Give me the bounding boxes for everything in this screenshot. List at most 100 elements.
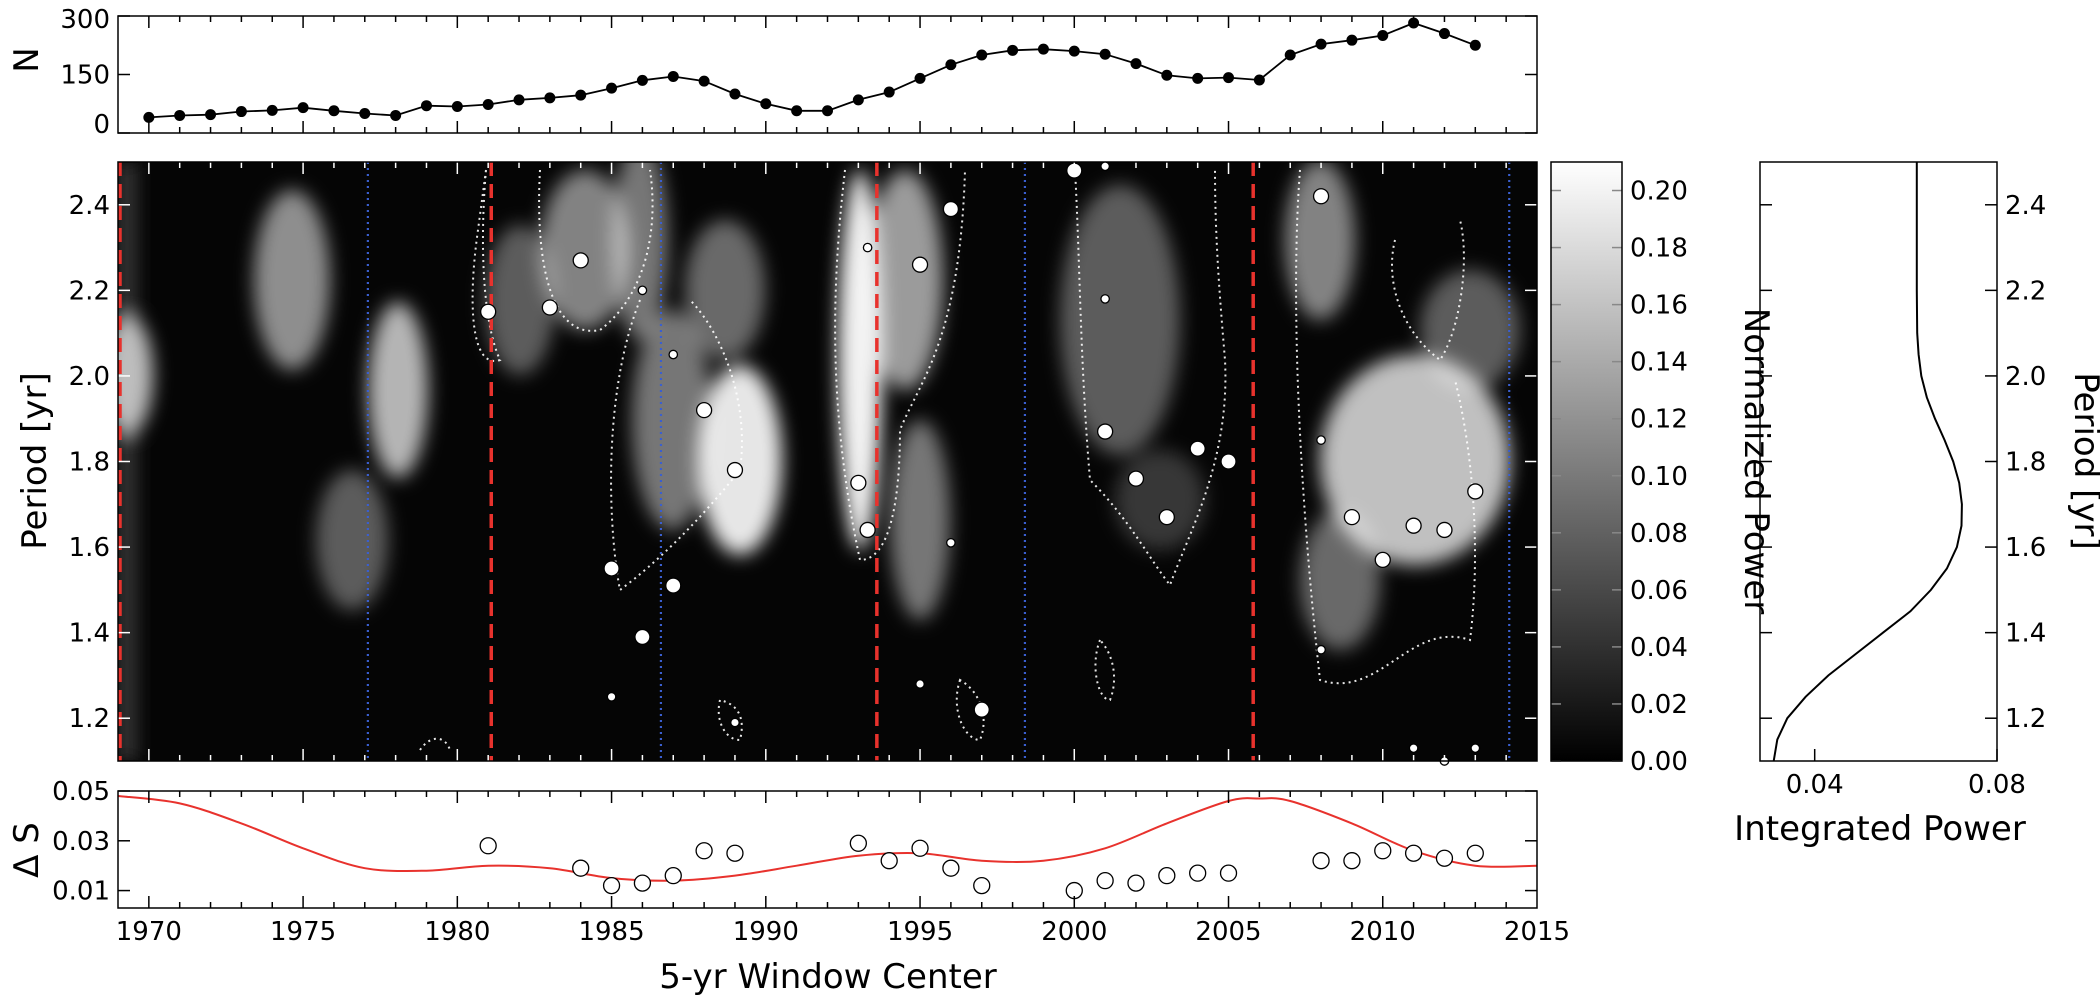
colorbar-tick-label: 0.20 — [1630, 177, 1688, 207]
integrated-ytick-label: 2.2 — [2005, 276, 2046, 306]
power-peak-marker — [1127, 470, 1145, 487]
count-point — [636, 74, 648, 86]
count-line — [148, 22, 1476, 119]
power-peak-marker — [850, 474, 867, 492]
year-xtick-label: 1975 — [270, 917, 336, 947]
colorbar-tick-label: 0.18 — [1630, 234, 1688, 264]
power-peak-marker — [603, 560, 620, 577]
count-point — [205, 109, 217, 121]
colorbar-tick-label: 0.06 — [1630, 576, 1688, 606]
power-peak-marker — [541, 299, 559, 316]
delta-s-point — [973, 876, 991, 895]
count-point — [822, 105, 833, 117]
delta-s-point — [880, 852, 898, 870]
delta-s-point — [572, 859, 590, 877]
power-peak-marker — [572, 252, 589, 269]
count-ylabel: N — [7, 47, 47, 72]
power-peak-marker — [1374, 551, 1391, 569]
count-point — [174, 109, 186, 121]
count-ytick-label: 0 — [93, 110, 110, 140]
delta-s-ytick-label: 0.01 — [52, 877, 110, 907]
power-peak-marker — [859, 521, 876, 539]
wavelet-ylabel: Period [yr] — [15, 372, 55, 549]
power-peak-marker — [1158, 508, 1175, 526]
delta-s-point — [479, 837, 497, 855]
integrated-power-curve — [1772, 162, 1963, 762]
delta-s-point — [849, 834, 867, 852]
delta-s-point — [1466, 844, 1484, 862]
power-peak-marker — [637, 285, 648, 296]
delta-s-point — [1343, 852, 1361, 870]
delta-s-point — [726, 844, 744, 862]
count-point — [235, 106, 247, 118]
integrated-xtick-label: 0.08 — [1968, 770, 2026, 800]
power-peak-marker — [665, 577, 682, 594]
delta-s-ytick-label: 0.03 — [52, 827, 110, 857]
count-point — [1469, 39, 1481, 51]
delta-s-point — [633, 874, 652, 892]
delta-s-point — [1404, 844, 1423, 862]
power-peak-marker — [1408, 743, 1419, 754]
power-peak-marker — [1189, 440, 1206, 457]
year-xtick-label: 2000 — [1041, 917, 1107, 947]
colorbar-frame — [1550, 161, 1623, 762]
power-peak-marker — [730, 717, 740, 728]
count-point — [451, 100, 463, 112]
count-point — [1346, 34, 1358, 46]
count-point — [143, 111, 155, 123]
colorbar-tick-label: 0.08 — [1630, 519, 1688, 549]
window-center-xlabel: 5-yr Window Center — [659, 957, 997, 997]
count-point — [266, 104, 278, 116]
delta-s-ytick-label: 0.05 — [52, 777, 110, 807]
delta-s-panel-frame — [117, 790, 1538, 909]
power-peak-marker — [862, 242, 873, 253]
power-peak-marker — [942, 200, 960, 218]
power-peak-marker — [480, 303, 497, 320]
count-point — [1161, 69, 1173, 81]
year-xtick-label: 1980 — [424, 917, 490, 947]
power-peak-marker — [1343, 508, 1361, 526]
delta-s-model-curve — [117, 795, 1538, 882]
count-point — [667, 70, 679, 82]
delta-s-point — [1435, 849, 1454, 867]
power-peak-marker — [1405, 517, 1422, 534]
count-point — [1315, 38, 1327, 50]
integrated-panel-frame — [1759, 161, 1998, 762]
power-peak-marker — [1470, 743, 1481, 754]
count-point — [945, 59, 957, 71]
count-point — [328, 105, 340, 117]
power-peak-marker — [1100, 294, 1110, 304]
year-xtick-label: 1970 — [116, 917, 182, 947]
count-panel-frame — [117, 15, 1538, 134]
count-point — [390, 109, 402, 121]
integrated-ytick-label: 1.6 — [2005, 533, 2046, 563]
colorbar-tick-label: 0.10 — [1630, 462, 1688, 492]
colorbar-tick-label: 0.14 — [1630, 348, 1688, 378]
count-point — [1438, 28, 1450, 40]
year-xtick-label: 2010 — [1350, 917, 1416, 947]
count-point — [1192, 72, 1204, 84]
power-peak-marker — [1316, 435, 1326, 445]
count-point — [575, 89, 587, 101]
count-point — [914, 72, 926, 84]
delta-s-point — [1158, 866, 1176, 885]
period-ytick-label: 1.8 — [69, 448, 110, 478]
period-ytick-label: 1.2 — [69, 704, 110, 734]
count-point — [1130, 58, 1142, 70]
heatmap-power-field — [118, 162, 1520, 761]
delta-s-ylabel: Δ S — [7, 822, 47, 878]
integrated-ytick-label: 2.0 — [2005, 362, 2046, 392]
delta-s-point — [664, 866, 682, 885]
year-xtick-label: 1990 — [733, 917, 799, 947]
power-peak-marker — [606, 691, 617, 702]
period-ytick-label: 2.0 — [69, 362, 110, 392]
year-xtick-label: 2015 — [1504, 917, 1570, 947]
count-point — [1099, 48, 1111, 60]
count-point — [760, 98, 772, 110]
integrated-ytick-label: 1.2 — [2005, 704, 2046, 734]
delta-s-point — [1312, 852, 1330, 870]
delta-s-point — [1219, 864, 1238, 882]
delta-s-panel: 0.01 0.03 0.05 1970 1975 1980 1985 1990 1995 200… — [7, 777, 1570, 997]
delta-s-point — [942, 859, 960, 877]
